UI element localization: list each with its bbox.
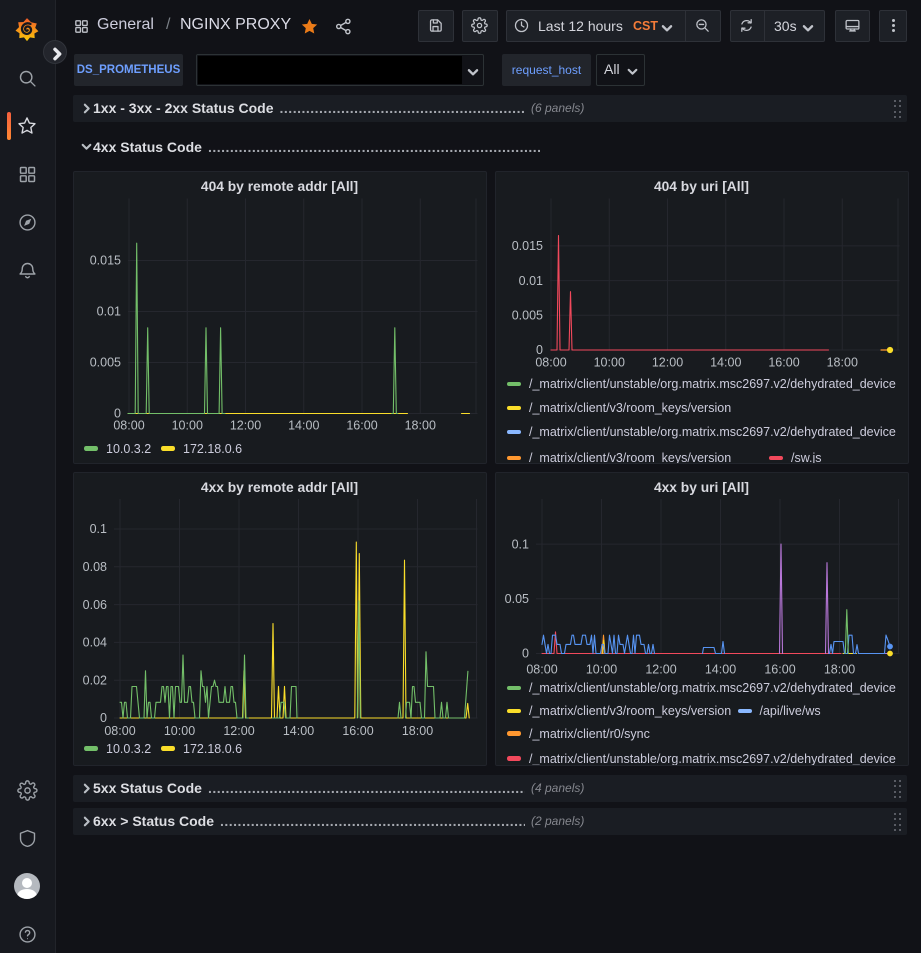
- svg-text:16:00: 16:00: [764, 662, 795, 676]
- svg-text:10:00: 10:00: [171, 418, 202, 432]
- svg-text:0: 0: [100, 711, 107, 725]
- svg-text:12:00: 12:00: [229, 418, 260, 432]
- svg-text:0: 0: [522, 646, 529, 660]
- svg-text:18:00: 18:00: [401, 724, 432, 738]
- svg-text:0.015: 0.015: [89, 253, 120, 267]
- svg-text:18:00: 18:00: [404, 418, 435, 432]
- svg-text:0.005: 0.005: [511, 308, 542, 322]
- svg-text:12:00: 12:00: [223, 724, 254, 738]
- svg-text:0.06: 0.06: [82, 597, 106, 611]
- svg-text:14:00: 14:00: [282, 724, 313, 738]
- svg-text:0.04: 0.04: [82, 635, 106, 649]
- svg-text:16:00: 16:00: [768, 355, 799, 369]
- svg-text:10:00: 10:00: [163, 724, 194, 738]
- svg-text:18:00: 18:00: [826, 355, 857, 369]
- svg-text:14:00: 14:00: [704, 662, 735, 676]
- svg-text:0.02: 0.02: [82, 673, 106, 687]
- svg-text:08:00: 08:00: [104, 724, 135, 738]
- svg-text:0.08: 0.08: [82, 560, 106, 574]
- svg-text:0.05: 0.05: [504, 592, 528, 606]
- svg-text:0.005: 0.005: [89, 355, 120, 369]
- svg-text:0.01: 0.01: [518, 273, 542, 287]
- svg-text:0.01: 0.01: [96, 304, 120, 318]
- svg-text:0: 0: [114, 406, 121, 420]
- svg-text:08:00: 08:00: [526, 662, 557, 676]
- svg-text:14:00: 14:00: [288, 418, 319, 432]
- svg-text:18:00: 18:00: [823, 662, 854, 676]
- svg-text:0.1: 0.1: [89, 522, 106, 536]
- svg-text:14:00: 14:00: [710, 355, 741, 369]
- svg-text:16:00: 16:00: [342, 724, 373, 738]
- svg-text:16:00: 16:00: [346, 418, 377, 432]
- svg-text:08:00: 08:00: [535, 355, 566, 369]
- svg-text:10:00: 10:00: [593, 355, 624, 369]
- svg-text:08:00: 08:00: [113, 418, 144, 432]
- svg-text:0: 0: [536, 343, 543, 357]
- svg-text:10:00: 10:00: [585, 662, 616, 676]
- svg-text:0.015: 0.015: [511, 239, 542, 253]
- svg-text:0.1: 0.1: [511, 537, 528, 551]
- svg-text:12:00: 12:00: [645, 662, 676, 676]
- svg-text:12:00: 12:00: [651, 355, 682, 369]
